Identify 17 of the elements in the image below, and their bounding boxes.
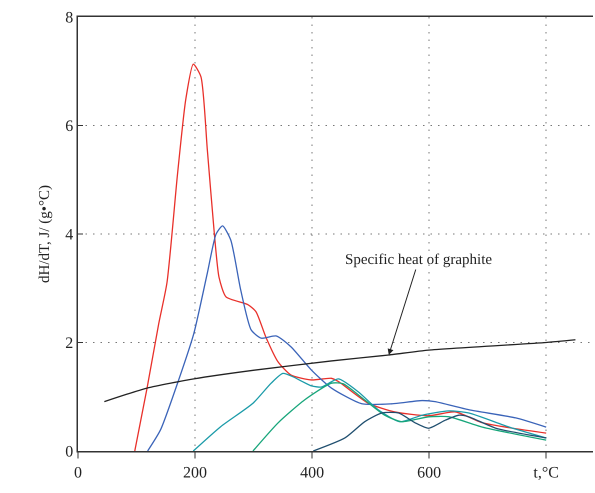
y-tick-label: 4 xyxy=(65,226,74,244)
y-tick-label: 6 xyxy=(65,118,74,136)
y-axis-title: dH/dT, J/ (g•°C) xyxy=(36,184,53,284)
x-tick-label: 400 xyxy=(300,464,324,482)
line-series xyxy=(252,382,547,451)
x-tick-label: 200 xyxy=(183,464,208,482)
y-tick-label: 2 xyxy=(65,335,74,352)
line-series xyxy=(134,64,547,451)
line-series xyxy=(104,339,576,402)
line-series xyxy=(192,372,547,451)
x-tick-label: 600 xyxy=(417,464,442,482)
y-tick-label: 0 xyxy=(65,444,74,461)
annotation: Specific heat of graphite xyxy=(345,252,492,268)
line-series xyxy=(146,225,547,451)
line-series xyxy=(312,412,547,451)
y-tick-label: 8 xyxy=(65,10,74,27)
x-tick-label: t,°C xyxy=(533,464,559,482)
